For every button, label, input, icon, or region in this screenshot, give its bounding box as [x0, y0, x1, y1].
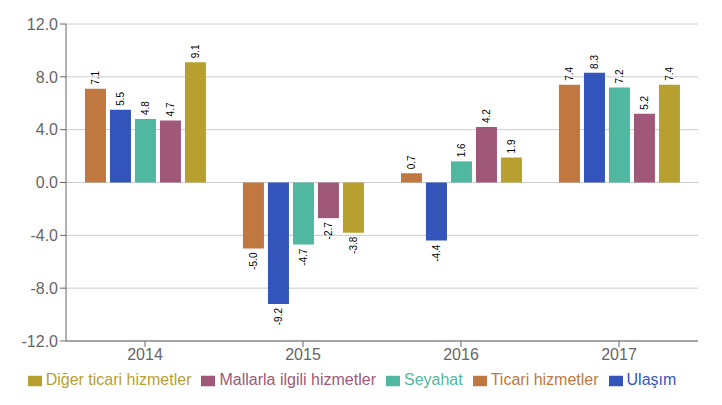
- svg-text:4.0: 4.0: [36, 121, 58, 138]
- html-text:Mallarla ilgili hizmetler: Mallarla ilgili hizmetler: [219, 371, 376, 388]
- svg-text:7.4: 7.4: [664, 66, 675, 80]
- svg-text:0.7: 0.7: [406, 155, 417, 169]
- svg-text:-5.0: -5.0: [248, 252, 259, 270]
- html-text:Ticari hizmetler: Ticari hizmetler: [490, 371, 599, 388]
- svg-text:2017: 2017: [601, 346, 637, 363]
- svg-text:1.6: 1.6: [456, 143, 467, 157]
- svg-text:0.0: 0.0: [36, 174, 58, 191]
- svg-text:8.0: 8.0: [36, 69, 58, 86]
- svg-text:4.8: 4.8: [140, 101, 151, 115]
- svg-text:7.1: 7.1: [90, 70, 101, 84]
- html-text:Diğer ticari hizmetler: Diğer ticari hizmetler: [45, 371, 192, 388]
- svg-text:2015: 2015: [285, 346, 321, 363]
- svg-text:2016: 2016: [443, 346, 479, 363]
- svg-text:7.4: 7.4: [564, 66, 575, 80]
- svg-text:-2.7: -2.7: [323, 222, 334, 240]
- svg-text:-8.0: -8.0: [30, 280, 58, 297]
- html-text:Seyahat: Seyahat: [404, 371, 463, 388]
- svg-text:7.2: 7.2: [614, 69, 625, 83]
- svg-text:-4.0: -4.0: [30, 227, 58, 244]
- svg-text:12.0: 12.0: [27, 16, 58, 33]
- svg-text:-4.4: -4.4: [431, 244, 442, 262]
- svg-text:9.1: 9.1: [190, 44, 201, 58]
- svg-text:-9.2: -9.2: [273, 308, 284, 326]
- svg-text:5.5: 5.5: [115, 92, 126, 106]
- svg-text:2014: 2014: [127, 346, 163, 363]
- svg-text:-3.8: -3.8: [348, 236, 359, 254]
- svg-text:4.2: 4.2: [481, 109, 492, 123]
- svg-text:8.3: 8.3: [589, 55, 600, 69]
- svg-text:-12.0: -12.0: [22, 333, 59, 350]
- html-text:Ulaşım: Ulaşım: [626, 371, 677, 388]
- svg-text:5.2: 5.2: [639, 95, 650, 109]
- svg-text:-4.7: -4.7: [298, 248, 309, 266]
- svg-text:1.9: 1.9: [506, 139, 517, 153]
- svg-text:4.7: 4.7: [165, 102, 176, 116]
